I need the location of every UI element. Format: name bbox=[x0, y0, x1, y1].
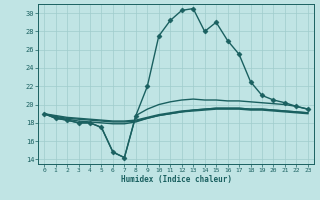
X-axis label: Humidex (Indice chaleur): Humidex (Indice chaleur) bbox=[121, 175, 231, 184]
